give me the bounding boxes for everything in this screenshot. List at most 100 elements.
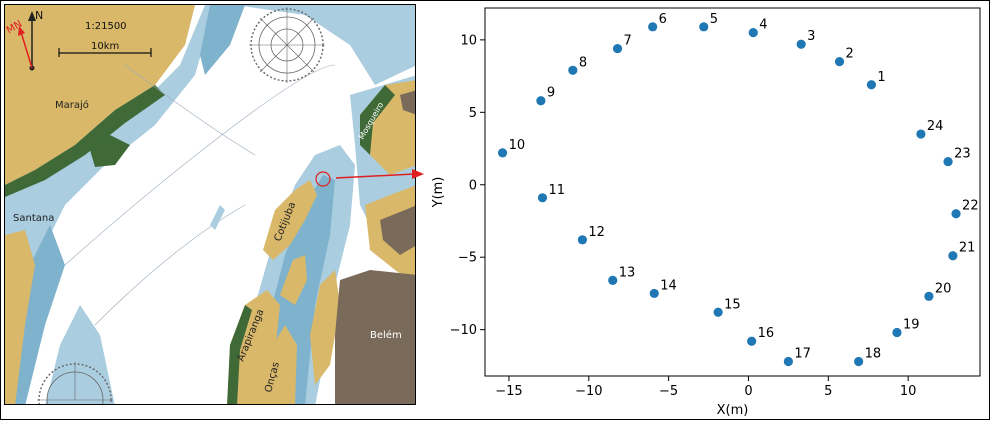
land-southwest-islands xyxy=(45,305,115,404)
x-axis-ticks: −15 −10 −5 0 5 10 xyxy=(495,376,916,399)
data-point-11 xyxy=(537,193,548,203)
compass-rose-south xyxy=(37,362,113,404)
x-tick-label: 0 xyxy=(744,384,752,399)
land-santana xyxy=(5,230,35,404)
contour-line-3 xyxy=(124,64,256,156)
mangrove-marajo xyxy=(5,85,165,197)
data-point-label-12: 12 xyxy=(588,225,605,240)
data-point-label-2: 2 xyxy=(845,47,853,62)
data-point-label-19: 19 xyxy=(903,318,920,333)
data-point-label-10: 10 xyxy=(509,138,526,153)
data-point-24 xyxy=(916,129,926,139)
data-point-23 xyxy=(943,156,953,167)
plot-area xyxy=(484,7,981,377)
nautical-map: N MN 1:21500 10km Marajó Santana Cotijub… xyxy=(4,4,416,405)
data-point-3 xyxy=(796,39,806,49)
y-axis-ticks: −10 −5 0 5 10 xyxy=(450,33,485,338)
x-tick-label: −5 xyxy=(659,384,678,399)
data-point-4 xyxy=(748,28,758,38)
compass-rose-north xyxy=(249,7,325,83)
data-point-label-14: 14 xyxy=(660,278,677,293)
land-east-of-channel xyxy=(310,270,340,385)
contour-line-2 xyxy=(94,204,246,326)
data-point-label-18: 18 xyxy=(865,347,882,362)
data-point-13 xyxy=(608,275,618,285)
north-arrow-icon: N xyxy=(28,9,43,71)
y-tick-label: −5 xyxy=(458,251,477,266)
land-small-island xyxy=(280,255,307,305)
x-tick-label: 10 xyxy=(900,384,917,399)
x-axis-title: X(m) xyxy=(717,403,749,418)
y-tick-label: −10 xyxy=(450,323,477,338)
data-point-7 xyxy=(612,43,623,54)
mangrove-mosqueiro xyxy=(360,85,395,155)
data-point-8 xyxy=(568,65,578,75)
map-scale-label: 1:21500 xyxy=(85,21,127,32)
mid-water-north xyxy=(200,5,245,75)
urban-belem-north xyxy=(400,90,415,115)
y-tick-label: 5 xyxy=(469,106,477,121)
north-label: N xyxy=(35,9,43,22)
data-point-label-15: 15 xyxy=(724,297,741,312)
scale-bar-label: 10km xyxy=(91,41,119,52)
magnetic-north-arrow-icon: MN xyxy=(5,19,33,69)
data-point-label-3: 3 xyxy=(807,29,815,44)
data-point-21 xyxy=(948,251,958,261)
data-point-label-8: 8 xyxy=(579,55,587,70)
data-point-label-24: 24 xyxy=(927,119,944,134)
data-point-2 xyxy=(834,57,845,67)
data-point-label-22: 22 xyxy=(962,199,979,214)
data-point-label-6: 6 xyxy=(659,12,667,27)
data-point-label-11: 11 xyxy=(548,183,565,198)
data-point-label-13: 13 xyxy=(619,265,636,280)
x-tick-label: −10 xyxy=(575,384,602,399)
data-point-label-17: 17 xyxy=(794,347,811,362)
data-point-17 xyxy=(783,356,793,367)
y-tick-label: 0 xyxy=(469,178,477,193)
study-site-marker xyxy=(315,171,331,187)
contour-line xyxy=(64,64,336,266)
data-point-12 xyxy=(577,235,588,245)
y-tick-label: 10 xyxy=(460,33,477,48)
data-point-16 xyxy=(747,336,757,346)
place-label-belem: Belém xyxy=(370,329,402,341)
data-point-label-21: 21 xyxy=(959,241,976,256)
place-label-santana: Santana xyxy=(13,213,54,224)
land-marajo xyxy=(5,5,195,185)
data-point-19 xyxy=(892,327,902,338)
urban-east xyxy=(380,205,415,255)
x-tick-label: −15 xyxy=(495,384,522,399)
shallow-water-north xyxy=(155,5,415,85)
data-point-18 xyxy=(854,356,864,367)
shoal-bar xyxy=(210,205,225,230)
data-point-9 xyxy=(536,96,546,106)
data-point-label-23: 23 xyxy=(954,147,971,162)
mangrove-arapiranga xyxy=(227,305,252,404)
data-point-label-1: 1 xyxy=(877,70,885,85)
data-point-22 xyxy=(951,209,961,219)
data-point-6 xyxy=(648,22,658,32)
data-point-10 xyxy=(497,148,508,158)
data-point-label-16: 16 xyxy=(758,326,775,341)
data-point-1 xyxy=(866,80,877,90)
scale-bar xyxy=(58,48,152,57)
data-point-label-4: 4 xyxy=(759,18,767,33)
data-point-15 xyxy=(713,307,723,317)
data-point-20 xyxy=(924,291,934,301)
x-tick-label: 5 xyxy=(824,384,832,399)
place-label-marajo: Marajó xyxy=(55,99,89,111)
data-point-label-9: 9 xyxy=(547,86,555,101)
data-point-label-5: 5 xyxy=(710,12,718,27)
land-cotijuba xyxy=(263,180,317,260)
y-axis-title: Y(m) xyxy=(431,177,446,209)
urban-belem xyxy=(335,270,415,404)
land-oncas xyxy=(260,325,297,404)
data-point-14 xyxy=(649,288,659,299)
data-point-label-20: 20 xyxy=(935,281,952,296)
mangrove-marajo-patch xyxy=(90,135,130,167)
data-point-label-7: 7 xyxy=(624,34,632,49)
data-point-5 xyxy=(699,22,709,32)
